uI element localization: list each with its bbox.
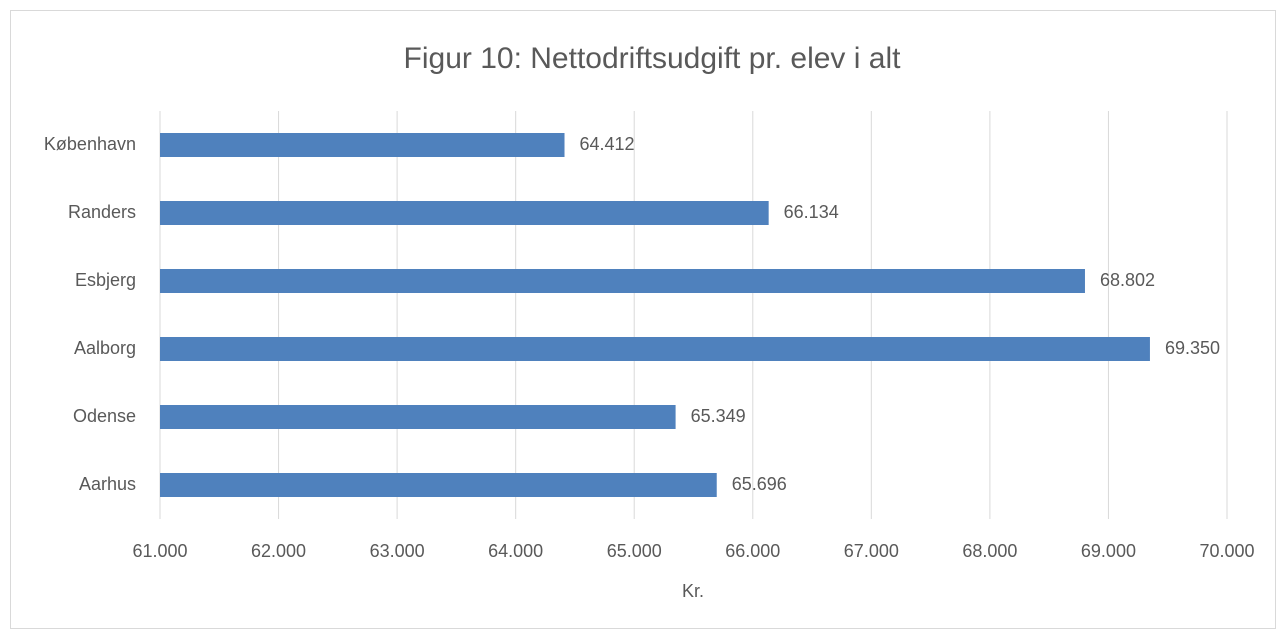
y-tick-label: Odense [73, 406, 136, 426]
x-tick-label: 68.000 [962, 541, 1017, 561]
bar [160, 201, 769, 225]
x-tick-label: 64.000 [488, 541, 543, 561]
y-tick-label: København [44, 134, 136, 154]
chart-border [10, 10, 1276, 629]
x-tick-label: 62.000 [251, 541, 306, 561]
bar [160, 405, 676, 429]
bar [160, 269, 1085, 293]
x-tick-label: 66.000 [725, 541, 780, 561]
x-tick-label: 65.000 [607, 541, 662, 561]
y-tick-label: Aalborg [74, 338, 136, 358]
y-tick-label: Esbjerg [75, 270, 136, 290]
x-tick-label: 70.000 [1199, 541, 1254, 561]
x-tick-label: 63.000 [370, 541, 425, 561]
value-label: 65.349 [691, 406, 746, 426]
bar [160, 473, 717, 497]
value-label: 66.134 [784, 202, 839, 222]
bar [160, 133, 565, 157]
x-tick-label: 61.000 [132, 541, 187, 561]
value-label: 65.696 [732, 474, 787, 494]
value-label: 68.802 [1100, 270, 1155, 290]
bar [160, 337, 1150, 361]
x-tick-label: 67.000 [844, 541, 899, 561]
value-label: 64.412 [580, 134, 635, 154]
x-axis-label: Kr. [682, 581, 704, 601]
chart-title: Figur 10: Nettodriftsudgift pr. elev i a… [404, 42, 902, 75]
x-tick-label: 69.000 [1081, 541, 1136, 561]
y-tick-label: Aarhus [79, 474, 136, 494]
y-tick-label: Randers [68, 202, 136, 222]
value-label: 69.350 [1165, 338, 1220, 358]
